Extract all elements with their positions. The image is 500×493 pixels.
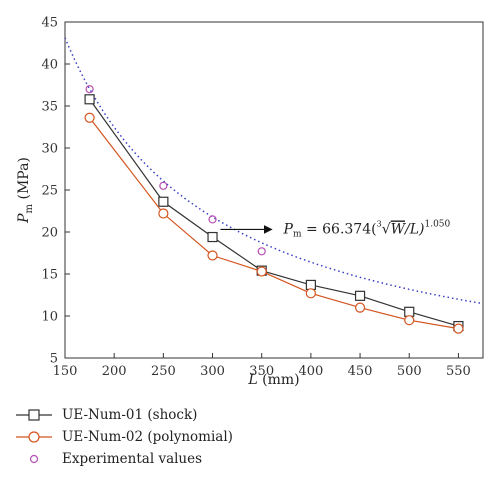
x-tick-label: 300	[200, 364, 225, 379]
data-point-square	[354, 290, 366, 301]
x-axis-title: L (mm)	[247, 372, 299, 388]
legend-swatch-square	[12, 407, 56, 423]
fit-curve-group	[65, 37, 483, 305]
data-point-circle	[305, 288, 316, 299]
x-tick-label: 350	[249, 364, 274, 379]
legend-swatch-circle	[12, 429, 56, 445]
data-point-circle	[453, 323, 464, 334]
y-tick-label: 30	[41, 142, 58, 157]
data-point-square	[305, 279, 316, 291]
y-tick-label: 35	[41, 100, 58, 115]
y-tick-label: 15	[41, 268, 58, 283]
legend: UE-Num-01 (shock) UE-Num-02 (polynomial)…	[12, 404, 372, 470]
legend-swatch-open-circle	[12, 451, 56, 467]
legend-label-shock: UE-Num-01 (shock)	[62, 407, 198, 423]
y-axis-title: Pm (MPa)	[16, 157, 35, 224]
y-tick-label: 5	[50, 352, 58, 367]
x-tick-label: 500	[397, 364, 422, 379]
data-point-circle	[207, 250, 218, 261]
data-point-experimental	[208, 215, 217, 224]
series-line-1	[89, 117, 459, 330]
x-tick-label: 150	[53, 364, 78, 379]
data-point-square	[84, 94, 95, 105]
x-tick-label: 400	[298, 364, 323, 379]
legend-label-experimental: Experimental values	[62, 451, 203, 467]
data-point-experimental	[85, 85, 94, 94]
series-line-0	[89, 98, 459, 327]
legend-item-experimental: Experimental values	[12, 448, 372, 470]
plot-frame	[64, 21, 484, 359]
y-tick-label: 10	[41, 310, 58, 325]
x-tick-label: 250	[151, 364, 176, 379]
legend-item-polynomial: UE-Num-02 (polynomial)	[12, 426, 372, 448]
y-tick-label: 20	[41, 226, 58, 241]
legend-label-polynomial: UE-Num-02 (polynomial)	[62, 429, 233, 445]
legend-item-shock: UE-Num-01 (shock)	[12, 404, 372, 426]
x-tick-label: 450	[348, 364, 373, 379]
fit-curve	[65, 37, 483, 305]
y-tick-label: 25	[41, 184, 58, 199]
data-point-square	[404, 306, 415, 317]
annotation-equation: Pm = 66.374(3√W/L)1.050	[283, 219, 451, 239]
y-tick-label: 40	[41, 58, 58, 73]
data-point-circle	[256, 266, 267, 277]
y-tick-label: 45	[41, 16, 58, 31]
data-point-square	[207, 231, 218, 243]
x-tick-label: 550	[446, 364, 471, 379]
data-point-square	[158, 196, 169, 207]
data-point-circle	[354, 302, 366, 313]
data-point-experimental	[257, 247, 266, 256]
x-tick-label: 200	[102, 364, 127, 379]
data-point-circle	[84, 112, 95, 123]
data-point-circle	[158, 208, 169, 219]
data-point-circle	[404, 315, 415, 326]
data-point-experimental	[159, 181, 168, 190]
